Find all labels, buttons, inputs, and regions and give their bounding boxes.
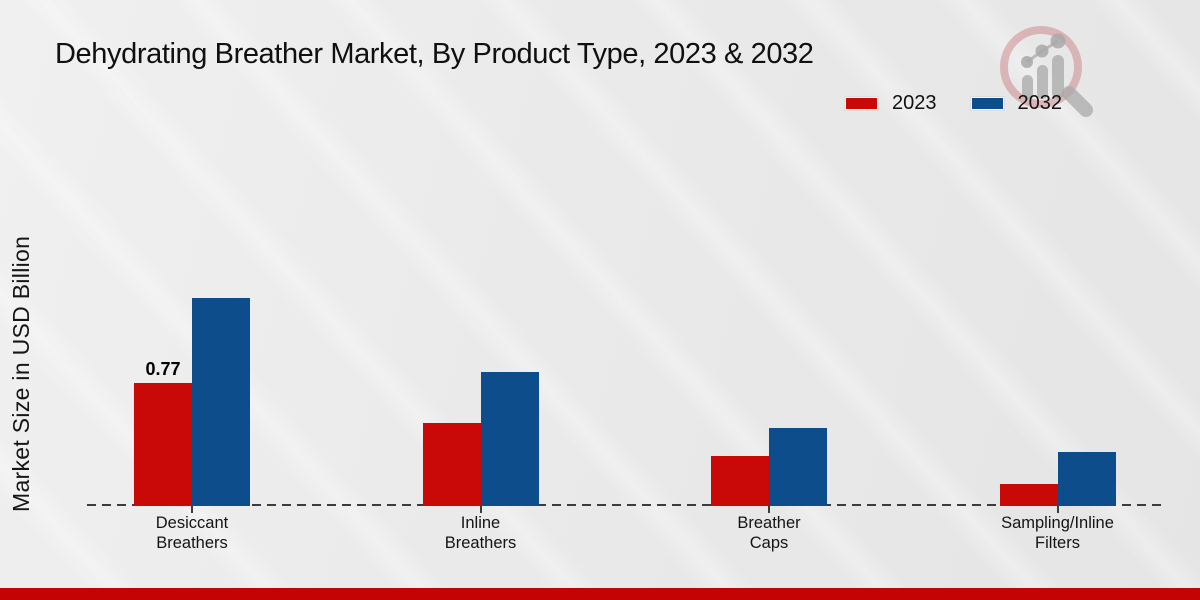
legend: 2023 2032 (845, 92, 1062, 115)
legend-swatch-2023 (845, 97, 878, 110)
bar-2023-breather-caps (711, 456, 769, 506)
x-axis-category-label-desiccant-breathers: Desiccant Breathers (155, 514, 229, 552)
bar-2032-desiccant-breathers (192, 298, 250, 506)
legend-item-2023: 2023 (845, 92, 937, 115)
x-axis-category-label-sampling-inline-filters: Sampling/Inline Filters (1001, 514, 1114, 552)
growth-bars-icon (1022, 55, 1064, 99)
x-axis-category-label-inline-breathers: Inline Breathers (444, 514, 517, 552)
legend-label-2032: 2032 (1017, 92, 1063, 114)
x-axis-category-label-breather-caps: Breather Caps (737, 514, 801, 552)
x-axis-tick (768, 506, 770, 513)
magnifier-handle-icon (1062, 86, 1093, 117)
legend-label-2023: 2023 (892, 92, 937, 114)
x-axis-tick (479, 506, 482, 513)
x-axis-tick (1056, 506, 1059, 513)
bar-2023-sampling-inline-filters (999, 483, 1058, 506)
x-axis-baseline (87, 504, 1163, 507)
x-axis-tick (191, 506, 193, 513)
bar-2032-inline-breathers (480, 371, 539, 506)
bar-2023-inline-breathers (422, 422, 481, 506)
bar-2023-desiccant-breathers (134, 382, 192, 506)
chart-title: Dehydrating Breather Market, By Product … (55, 38, 814, 70)
y-axis-label: Market Size in USD Billion (8, 235, 34, 513)
bar-2032-breather-caps (769, 427, 827, 506)
bar-value-label-desiccant-breathers: 0.77 (145, 358, 181, 379)
trend-dots-icon (1021, 33, 1066, 68)
legend-item-2032: 2032 (970, 92, 1063, 115)
magnifier-ring-icon (1000, 26, 1082, 108)
legend-swatch-2032 (970, 97, 1004, 110)
bar-2032-sampling-inline-filters (1057, 451, 1116, 506)
footer-accent-bar (0, 588, 1200, 600)
brand-logo-watermark (1000, 26, 1093, 117)
